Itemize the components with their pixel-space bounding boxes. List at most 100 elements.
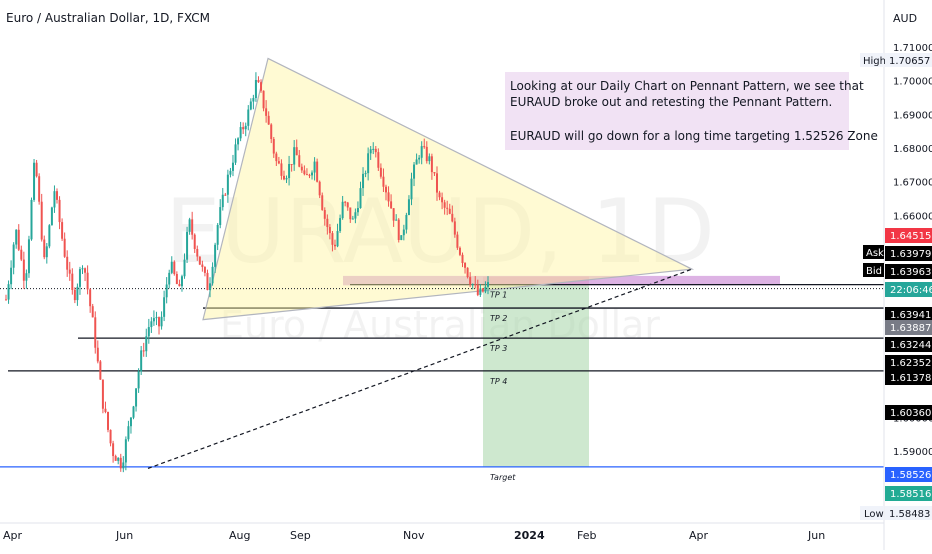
candle-body — [191, 219, 194, 235]
time-tick-feb: Feb — [577, 529, 596, 542]
candle-body — [160, 316, 163, 327]
candle-body — [464, 262, 467, 268]
candle-body — [173, 261, 176, 274]
low-value-bg — [885, 506, 932, 520]
candle-body — [158, 317, 161, 327]
price-tag-text-10: 1.58526 — [890, 470, 931, 481]
price-tag-text-9: 1.60360 — [890, 408, 931, 419]
time-tick-apr: Apr — [3, 529, 23, 542]
candle-body — [443, 202, 446, 208]
candle-body — [66, 256, 69, 270]
candle-body — [5, 299, 7, 301]
price-tag-5 — [885, 320, 932, 335]
candle-body — [308, 174, 311, 176]
candle-body — [300, 166, 303, 171]
pennant-triangle[interactable] — [202, 57, 695, 321]
price-axis[interactable]: AUD 1.71000 1.70000 1.69000 1.68000 1.67000 1… — [860, 0, 932, 550]
candle-body — [369, 149, 372, 154]
candle-body — [362, 173, 365, 189]
price-tick-2: 1.69000 — [893, 110, 932, 121]
high-label: High — [863, 56, 886, 67]
candle-body — [326, 218, 329, 228]
candle-body — [43, 239, 46, 258]
candle-body — [379, 167, 382, 177]
annotation-background — [505, 72, 849, 150]
candle-body — [242, 127, 245, 130]
candle-body — [137, 371, 140, 389]
candle-body — [155, 317, 158, 319]
annotation-box[interactable]: Looking at our Daily Chart on Pennant Pa… — [505, 72, 878, 150]
candle-body — [382, 176, 385, 187]
price-tag-text-5: 1.63887 — [890, 323, 931, 334]
price-tag-text-3: 22:06:46 — [890, 285, 932, 296]
level-label-3: TP 4 — [490, 377, 507, 386]
candle-body — [438, 192, 441, 198]
high-value-bg — [885, 53, 932, 67]
candle-body — [481, 288, 484, 292]
candle-body — [71, 273, 74, 290]
level-labels-layer: TP 1 TP 2 TP 3 TP 4 Target — [490, 291, 516, 482]
candle-body — [35, 162, 38, 177]
candle-body — [152, 318, 155, 322]
candle-body — [127, 426, 130, 440]
candle-body — [20, 249, 23, 260]
time-tick-jun: Jun — [115, 529, 133, 542]
candle-body — [244, 125, 247, 130]
time-tick-nov: Nov — [403, 529, 425, 542]
candle-body — [214, 244, 217, 267]
candle-body — [420, 146, 423, 158]
price-tag-10 — [885, 467, 932, 482]
candle-body — [260, 82, 263, 91]
price-tag-text-11: 1.58516 — [890, 489, 931, 500]
candle-body — [275, 153, 278, 162]
candle-body — [328, 227, 331, 234]
time-axis[interactable]: Apr Jun Aug Sep Nov 2024 Feb Apr Jun — [0, 522, 884, 542]
candle-body — [86, 272, 89, 290]
candle-body — [40, 201, 43, 240]
candle-body — [30, 199, 33, 240]
candle-body — [413, 164, 416, 179]
candle-body — [387, 192, 390, 202]
candle-body — [346, 202, 349, 208]
candle-body — [252, 98, 255, 102]
candle-body — [282, 175, 285, 180]
candle-body — [129, 417, 132, 427]
candle-body — [221, 194, 224, 208]
candle-body — [405, 214, 408, 230]
time-tick-sep: Sep — [290, 529, 311, 542]
candle-body — [402, 229, 405, 236]
candle-body — [433, 172, 436, 174]
candle-body — [224, 194, 227, 196]
price-tag-8 — [885, 370, 932, 385]
candle-body — [384, 186, 387, 193]
candle-body — [428, 156, 431, 162]
candle-body — [209, 283, 212, 291]
candle-body — [453, 221, 456, 235]
candle-body — [12, 244, 15, 268]
candle-body — [145, 336, 148, 352]
candle-body — [50, 207, 53, 226]
price-tick-5: 1.66000 — [893, 211, 932, 222]
price-tag-6 — [885, 337, 932, 352]
time-tick-apr-2: Apr — [689, 529, 709, 542]
annotation-line-1: Looking at our Daily Chart on Pennant Pa… — [510, 79, 864, 93]
candle-body — [183, 259, 186, 277]
price-tag-text-6: 1.63244 — [890, 340, 931, 351]
support-trendline[interactable] — [147, 268, 693, 469]
pennant-layer[interactable] — [0, 57, 884, 469]
candle-body — [354, 212, 357, 219]
candle-body — [198, 256, 201, 265]
candle-body — [392, 208, 395, 221]
candle-body — [229, 170, 232, 175]
candle-body — [188, 219, 191, 232]
candle-body — [316, 161, 319, 182]
candle-body — [99, 361, 102, 380]
ask-label: Ask — [866, 248, 884, 259]
candle-body — [33, 162, 36, 200]
annotation-line-4: EURAUD will go down for a long time targ… — [510, 129, 878, 143]
candle-body — [201, 264, 204, 268]
candle-body — [122, 462, 125, 469]
